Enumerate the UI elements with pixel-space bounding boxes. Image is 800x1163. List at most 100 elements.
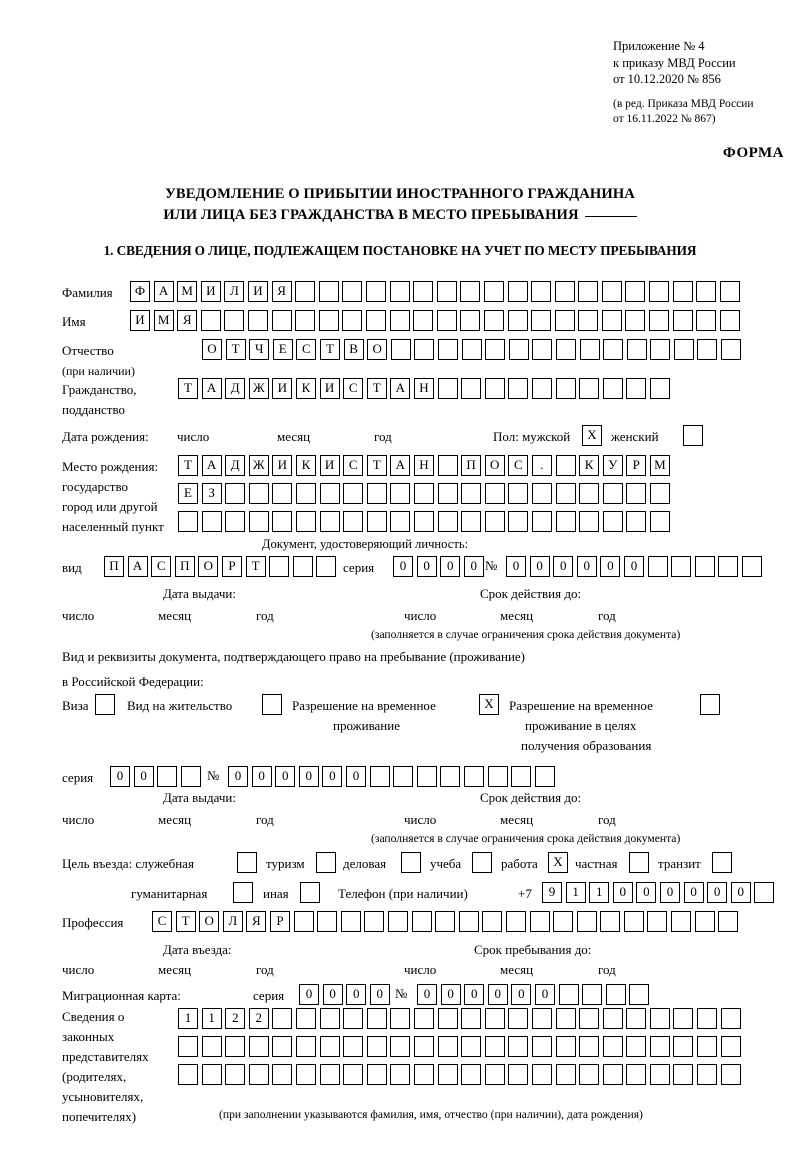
char-cell[interactable] xyxy=(508,1036,529,1057)
char-cell[interactable] xyxy=(649,378,670,399)
char-cell[interactable] xyxy=(531,511,552,532)
char-cell[interactable]: П xyxy=(174,556,195,577)
char-cell[interactable]: 2 xyxy=(225,1008,246,1029)
char-cell[interactable] xyxy=(437,511,458,532)
char-cell[interactable] xyxy=(413,1008,434,1029)
char-cell[interactable] xyxy=(531,1036,552,1057)
char-cell[interactable]: Т xyxy=(245,556,266,577)
char-cell[interactable] xyxy=(649,281,670,302)
char-cell[interactable]: О xyxy=(484,455,505,476)
char-cell[interactable] xyxy=(626,511,647,532)
char-cell[interactable] xyxy=(295,1008,316,1029)
char-cell[interactable]: О xyxy=(367,339,388,360)
char-cell[interactable]: 1 xyxy=(565,882,586,903)
char-cell[interactable] xyxy=(532,339,553,360)
char-cell[interactable] xyxy=(555,339,576,360)
char-cell[interactable] xyxy=(718,556,739,577)
char-cell[interactable] xyxy=(366,483,387,504)
char-cell[interactable] xyxy=(579,511,600,532)
char-cell[interactable] xyxy=(225,511,246,532)
purpose-transit-checkbox[interactable] xyxy=(712,852,732,873)
char-cell[interactable] xyxy=(672,310,693,331)
char-cell[interactable] xyxy=(461,1036,482,1057)
char-cell[interactable] xyxy=(531,378,552,399)
char-cell[interactable]: 0 xyxy=(369,984,390,1005)
char-cell[interactable] xyxy=(201,1036,222,1057)
char-cell[interactable]: 0 xyxy=(623,556,644,577)
char-cell[interactable] xyxy=(626,378,647,399)
char-cell[interactable] xyxy=(178,511,198,532)
purpose-business-checkbox[interactable] xyxy=(401,852,421,873)
char-cell[interactable] xyxy=(579,1064,600,1085)
char-cell[interactable] xyxy=(485,339,506,360)
char-cell[interactable] xyxy=(180,766,201,787)
legal-rep-input-row-2[interactable] xyxy=(178,1036,741,1057)
char-cell[interactable] xyxy=(366,1008,387,1029)
char-cell[interactable]: Д xyxy=(225,378,246,399)
char-cell[interactable]: 0 xyxy=(345,766,366,787)
char-cell[interactable] xyxy=(463,766,484,787)
char-cell[interactable] xyxy=(318,310,339,331)
char-cell[interactable] xyxy=(602,1008,623,1029)
char-cell[interactable] xyxy=(555,1008,576,1029)
char-cell[interactable] xyxy=(178,1036,198,1057)
char-cell[interactable]: Я xyxy=(246,911,267,932)
char-cell[interactable] xyxy=(649,1064,670,1085)
char-cell[interactable] xyxy=(437,339,458,360)
char-cell[interactable]: 0 xyxy=(251,766,272,787)
char-cell[interactable] xyxy=(436,281,457,302)
char-cell[interactable] xyxy=(531,310,552,331)
char-cell[interactable] xyxy=(319,1064,340,1085)
char-cell[interactable] xyxy=(201,511,222,532)
char-cell[interactable]: 0 xyxy=(322,766,343,787)
char-cell[interactable]: 0 xyxy=(440,556,461,577)
char-cell[interactable] xyxy=(225,1036,246,1057)
char-cell[interactable]: Л xyxy=(224,281,245,302)
char-cell[interactable] xyxy=(316,556,337,577)
char-cell[interactable] xyxy=(248,1036,269,1057)
char-cell[interactable]: 0 xyxy=(487,984,508,1005)
char-cell[interactable] xyxy=(458,911,479,932)
char-cell[interactable] xyxy=(317,911,338,932)
char-cell[interactable] xyxy=(507,310,528,331)
char-cell[interactable] xyxy=(413,310,434,331)
purpose-humanitarian-checkbox[interactable] xyxy=(233,882,253,903)
char-cell[interactable] xyxy=(484,1008,505,1029)
char-cell[interactable] xyxy=(697,1036,718,1057)
char-cell[interactable] xyxy=(201,1064,222,1085)
char-cell[interactable] xyxy=(269,556,290,577)
char-cell[interactable] xyxy=(390,1064,411,1085)
char-cell[interactable] xyxy=(460,310,481,331)
char-cell[interactable] xyxy=(483,281,504,302)
char-cell[interactable]: С xyxy=(151,556,172,577)
char-cell[interactable]: К xyxy=(295,378,316,399)
char-cell[interactable]: Я xyxy=(177,310,198,331)
char-cell[interactable] xyxy=(484,1064,505,1085)
char-cell[interactable]: 0 xyxy=(393,556,413,577)
char-cell[interactable]: 0 xyxy=(707,882,728,903)
char-cell[interactable]: 0 xyxy=(553,556,574,577)
char-cell[interactable] xyxy=(319,1036,340,1057)
char-cell[interactable] xyxy=(649,511,670,532)
char-cell[interactable] xyxy=(554,310,575,331)
char-cell[interactable] xyxy=(295,1064,316,1085)
char-cell[interactable] xyxy=(482,911,503,932)
char-cell[interactable] xyxy=(673,1008,694,1029)
legal-rep-input-row-3[interactable] xyxy=(178,1064,741,1085)
char-cell[interactable] xyxy=(483,310,504,331)
char-cell[interactable] xyxy=(579,1008,600,1029)
char-cell[interactable] xyxy=(673,1036,694,1057)
char-cell[interactable] xyxy=(437,455,458,476)
char-cell[interactable] xyxy=(505,911,526,932)
char-cell[interactable] xyxy=(157,766,178,787)
char-cell[interactable] xyxy=(601,281,622,302)
temp-residence-checkbox[interactable]: X xyxy=(479,694,499,715)
char-cell[interactable]: Ж xyxy=(248,455,269,476)
char-cell[interactable] xyxy=(741,556,762,577)
